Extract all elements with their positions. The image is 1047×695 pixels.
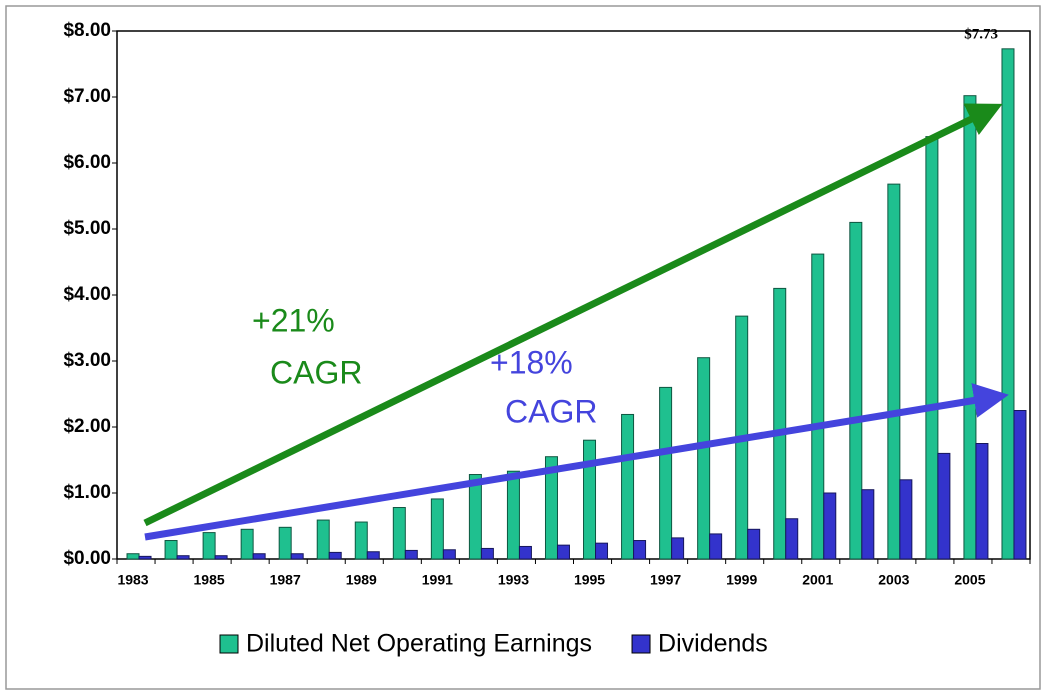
legend-label: Dividends — [658, 630, 768, 658]
y-tick-label: $4.00 — [63, 284, 111, 305]
y-tick-label: $8.00 — [63, 20, 111, 41]
trend-arrow — [143, 103, 1003, 527]
bar — [963, 95, 977, 560]
y-tick-label: $1.00 — [63, 482, 111, 503]
legend-label: Diluted Net Operating Earnings — [246, 630, 592, 658]
legend-swatch — [631, 634, 651, 654]
bar — [290, 553, 304, 560]
annotation: +21% — [252, 302, 335, 338]
bar — [252, 553, 266, 560]
y-tick-label: $6.00 — [63, 152, 111, 173]
x-tick-label: 1989 — [346, 572, 377, 588]
bar — [214, 555, 228, 560]
x-tick-label: 2003 — [878, 572, 909, 588]
bar — [659, 386, 673, 560]
bar — [621, 413, 635, 560]
bar — [697, 357, 711, 560]
bar — [595, 542, 609, 560]
bar — [811, 253, 825, 560]
x-tick-label: 1987 — [270, 572, 301, 588]
x-tick-label: 1997 — [650, 572, 681, 588]
bar — [849, 221, 863, 560]
data-label: $7.73 — [964, 26, 998, 42]
y-tick-label: $0.00 — [63, 548, 111, 569]
y-tick-label: $5.00 — [63, 218, 111, 239]
bar — [240, 528, 254, 560]
annotation: CAGR — [505, 393, 597, 429]
legend-swatch — [219, 634, 239, 654]
bar — [747, 528, 761, 560]
x-tick-label: 2005 — [954, 572, 985, 588]
bar — [430, 498, 444, 560]
bar — [278, 526, 292, 560]
bar — [442, 549, 456, 560]
bar — [404, 549, 418, 560]
bar — [176, 555, 190, 560]
bar — [328, 551, 342, 560]
x-tick-label: 1985 — [194, 572, 225, 588]
annotation: CAGR — [270, 354, 362, 390]
bar — [709, 533, 723, 560]
y-tick-label: $2.00 — [63, 416, 111, 437]
x-tick-label: 1993 — [498, 572, 529, 588]
trend-arrow — [144, 383, 1009, 541]
x-tick-label: 1995 — [574, 572, 605, 588]
bar — [975, 443, 989, 560]
bar — [556, 544, 570, 560]
bar — [544, 456, 558, 560]
bar — [861, 489, 875, 560]
annotation: +18% — [490, 344, 573, 380]
bar — [1013, 410, 1027, 560]
bar — [316, 519, 330, 560]
bar — [366, 551, 380, 560]
bar — [138, 555, 152, 560]
bar — [480, 547, 494, 560]
x-tick-label: 1999 — [726, 572, 757, 588]
y-tick-label: $7.00 — [63, 86, 111, 107]
bar — [937, 452, 951, 560]
bar — [899, 479, 913, 560]
x-tick-label: 1983 — [117, 572, 148, 588]
x-tick-label: 2001 — [802, 572, 833, 588]
bar — [785, 518, 799, 560]
bar — [1001, 48, 1015, 560]
bar — [925, 136, 939, 560]
bar — [773, 287, 787, 560]
bar — [583, 439, 597, 560]
y-tick-label: $3.00 — [63, 350, 111, 371]
bar — [392, 507, 406, 560]
bar — [126, 553, 140, 560]
x-tick-label: 1991 — [422, 572, 453, 588]
bar — [887, 183, 901, 560]
bar — [823, 492, 837, 560]
bar — [633, 540, 647, 560]
bar — [506, 470, 520, 560]
bar — [518, 545, 532, 560]
bar — [354, 521, 368, 560]
bar — [671, 537, 685, 560]
bar — [468, 474, 482, 560]
plot-frame — [116, 30, 1031, 560]
bar — [202, 532, 216, 560]
bar — [164, 540, 178, 560]
